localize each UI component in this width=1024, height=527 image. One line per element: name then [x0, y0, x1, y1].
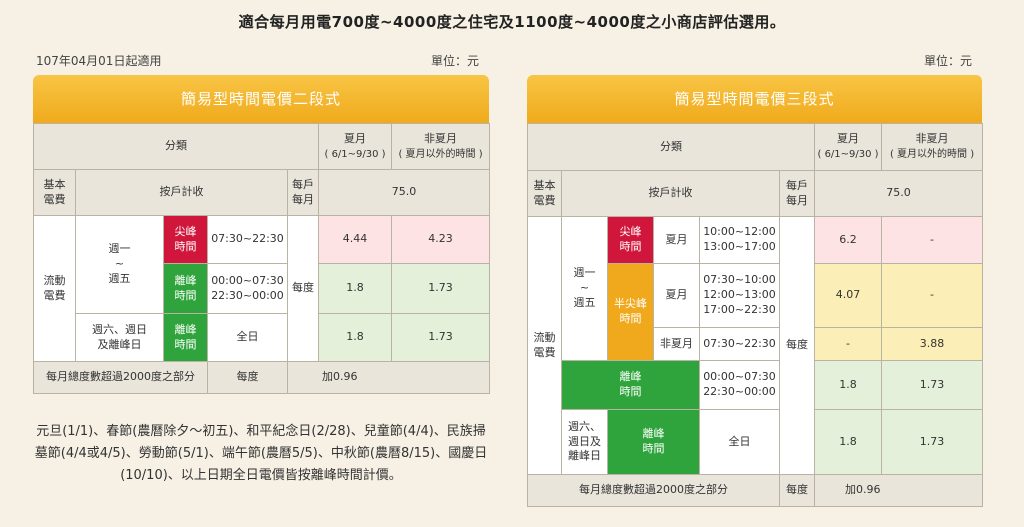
over-2000-unit: 每度 — [207, 361, 288, 394]
three-tier-rate-panel: 簡易型時間電價三段式 分類 夏月( 6/1~9/30 ) 非夏月( 夏月以外的時… — [526, 75, 984, 507]
semi-nonsummer-summer-price: - — [814, 327, 883, 361]
three-tier-rate-table: 分類 夏月( 6/1~9/30 ) 非夏月( 夏月以外的時間 ) 基本 電費 按… — [526, 123, 984, 507]
weekend-summer-price: 1.8 — [318, 313, 393, 362]
per-household-label: 按戶計收 — [75, 169, 288, 216]
headline: 適合每月用電700度~4000度之住宅及1100度~4000度之小商店評估選用。 — [238, 13, 786, 31]
peak-summer-price: 6.2 — [814, 216, 883, 264]
weekend-nonsummer-price: 1.73 — [881, 409, 984, 475]
per-household-label: 按戶計收 — [561, 170, 780, 217]
effective-date: 107年04月01日起適用 — [36, 54, 162, 68]
semi-summer-summer-price: 4.07 — [814, 263, 883, 328]
unit-label-left: 單位：元 — [431, 54, 480, 68]
basic-fee-label: 基本 電費 — [527, 170, 562, 217]
semi-nonsummer-time-range: 07:30~22:30 — [699, 327, 780, 361]
weekend-nonsummer-price: 1.73 — [391, 313, 491, 362]
summer-header: 夏月( 6/1~9/30 ) — [814, 123, 883, 171]
weekend-label: 週六、週日 及離峰日 — [75, 313, 164, 362]
weekday-label: 週一 ~ 週五 — [75, 215, 164, 314]
peak-time-range: 07:30~22:30 — [207, 215, 288, 264]
peak-time-range: 10:00~12:00 13:00~17:00 — [699, 216, 780, 264]
nonsummer-header: 非夏月( 夏月以外的時間 ) — [391, 123, 491, 170]
flow-fee-label: 流動 電費 — [33, 215, 76, 362]
category-header: 分類 — [526, 123, 816, 171]
basic-fee-value: 75.0 — [318, 169, 491, 216]
offpeak-summer-price: 1.8 — [814, 360, 883, 410]
basic-fee-value: 75.0 — [814, 170, 984, 217]
over-2000-unit: 每度 — [778, 474, 816, 507]
semi-nonsummer-nonsummer-price: 3.88 — [881, 327, 984, 361]
summer-header: 夏月( 6/1~9/30 ) — [318, 123, 393, 170]
peak-summer-month: 夏月 — [653, 216, 700, 264]
allday-label: 全日 — [207, 313, 288, 362]
two-tier-rate-panel: 簡易型時間電價二段式 分類 夏月( 6/1~9/30 ) 非夏月( 夏月以外的時… — [32, 75, 491, 394]
semi-peak-time-tag: 半尖峰 時間 — [607, 263, 654, 361]
panel-title: 簡易型時間電價二段式 — [33, 75, 489, 123]
peak-nonsummer-price: 4.23 — [391, 215, 491, 264]
basic-fee-label: 基本 電費 — [33, 169, 76, 216]
peak-summer-price: 4.44 — [318, 215, 393, 264]
offpeak-summer-price: 1.8 — [318, 263, 393, 314]
semi-summer-month: 夏月 — [653, 263, 700, 328]
nonsummer-header: 非夏月( 夏月以外的時間 ) — [881, 123, 984, 171]
offpeak-time-tag: 離峰 時間 — [163, 263, 208, 314]
weekend-offpeak-tag: 離峰 時間 — [607, 409, 700, 475]
per-month-label: 每戶 每月 — [778, 170, 816, 217]
peak-time-tag: 尖峰 時間 — [163, 215, 208, 264]
two-tier-rate-table: 分類 夏月( 6/1~9/30 ) 非夏月( 夏月以外的時間 ) 基本 電費 按… — [32, 123, 491, 394]
over-2000-value: 加0.96 — [814, 474, 984, 507]
peak-nonsummer-price: - — [881, 216, 984, 264]
per-kwh-label: 每度 — [286, 215, 320, 362]
over-2000-label: 每月總度數超過2000度之部分 — [527, 474, 780, 507]
weekend-label: 週六、 週日及 離峰日 — [561, 409, 608, 475]
over-2000-value: 加0.96 — [286, 361, 491, 394]
unit-label-right: 單位：元 — [924, 54, 973, 68]
semi-summer-nonsummer-price: - — [881, 263, 984, 328]
per-kwh-label: 每度 — [778, 216, 816, 475]
semi-nonsummer-month: 非夏月 — [653, 327, 700, 361]
offpeak-time-range: 00:00~07:30 22:30~00:00 — [207, 263, 288, 314]
offpeak-nonsummer-price: 1.73 — [391, 263, 491, 314]
holiday-note: 元旦(1/1)、春節(農曆除夕～初五)、和平紀念日(2/28)、兒童節(4/4)… — [34, 424, 488, 483]
category-header: 分類 — [32, 123, 320, 170]
offpeak-nonsummer-price: 1.73 — [881, 360, 984, 410]
weekend-summer-price: 1.8 — [814, 409, 883, 475]
flow-fee-label: 流動 電費 — [527, 216, 562, 475]
weekday-label: 週一 ~ 週五 — [561, 216, 608, 361]
semi-summer-time-range: 07:30~10:00 12:00~13:00 17:00~22:30 — [699, 263, 780, 328]
allday-label: 全日 — [699, 409, 780, 475]
peak-time-tag: 尖峰 時間 — [607, 216, 654, 264]
over-2000-label: 每月總度數超過2000度之部分 — [33, 361, 208, 394]
panel-title: 簡易型時間電價三段式 — [527, 75, 982, 123]
weekend-offpeak-tag: 離峰 時間 — [163, 313, 208, 362]
offpeak-time-tag: 離峰 時間 — [561, 360, 700, 410]
offpeak-time-range: 00:00~07:30 22:30~00:00 — [699, 360, 780, 410]
per-month-label: 每戶 每月 — [286, 169, 320, 216]
